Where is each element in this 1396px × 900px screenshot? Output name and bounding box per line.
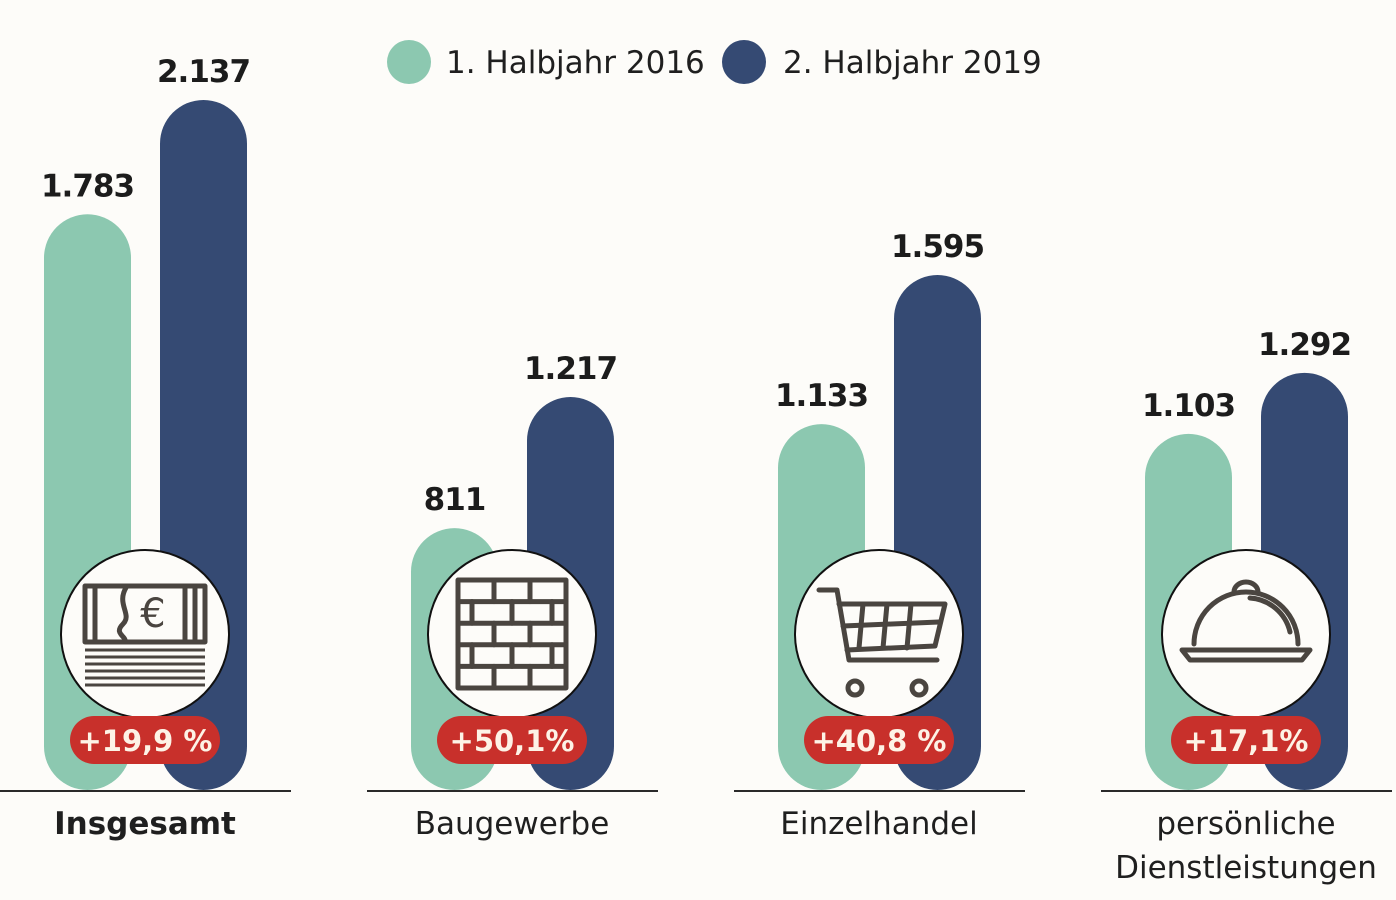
brick-wall-icon [427,549,597,719]
change-badge-label: +17,1% [1184,724,1309,758]
change-badge-label: +40,8 % [811,724,946,758]
euro-banknotes-icon: € [60,549,230,719]
legend: 1. Halbjahr 2016 2. Halbjahr 2019 [387,40,1042,84]
category-label: Insgesamt [54,806,236,842]
icon-circle [1161,549,1331,719]
svg-text:€: € [140,591,165,637]
badges-layer: +19,9 % +50,1% +40,8 % +17,1% [70,716,1321,764]
change-badge [1171,716,1321,764]
legend-label-series-1: 1. Halbjahr 2016 [446,45,705,81]
value-label: 811 [424,482,486,518]
value-label: 1.783 [41,168,134,204]
value-label: 1.292 [1258,327,1351,363]
category-label: Einzelhandel [780,806,977,842]
value-label: 1.217 [524,351,617,387]
category-label: persönliche [1156,806,1335,842]
value-label: 1.103 [1142,388,1235,424]
change-badge-label: +50,1% [450,724,575,758]
category-label: Baugewerbe [415,806,610,842]
value-label: 1.595 [891,229,984,265]
legend-swatch-series-1 [387,40,431,84]
legend-label-series-2: 2. Halbjahr 2019 [783,45,1042,81]
bars-layer [44,100,1348,791]
legend-swatch-series-2 [722,40,766,84]
labels-layer: 1.783 2.137 Insgesamt 811 1.217 Baugewerbe 1.1… [41,54,1377,886]
change-badge [437,716,587,764]
change-badge [70,716,220,764]
cloche-icon [1161,549,1331,719]
value-label: 1.133 [775,378,868,414]
category-label: Dienstleistungen [1115,850,1377,886]
icons-layer: € [60,549,1331,719]
change-badge-label: +19,9 % [77,724,212,758]
value-label: 2.137 [157,54,250,90]
icon-circle [427,549,597,719]
shopping-cart-icon [794,549,964,719]
change-badge [804,716,954,764]
